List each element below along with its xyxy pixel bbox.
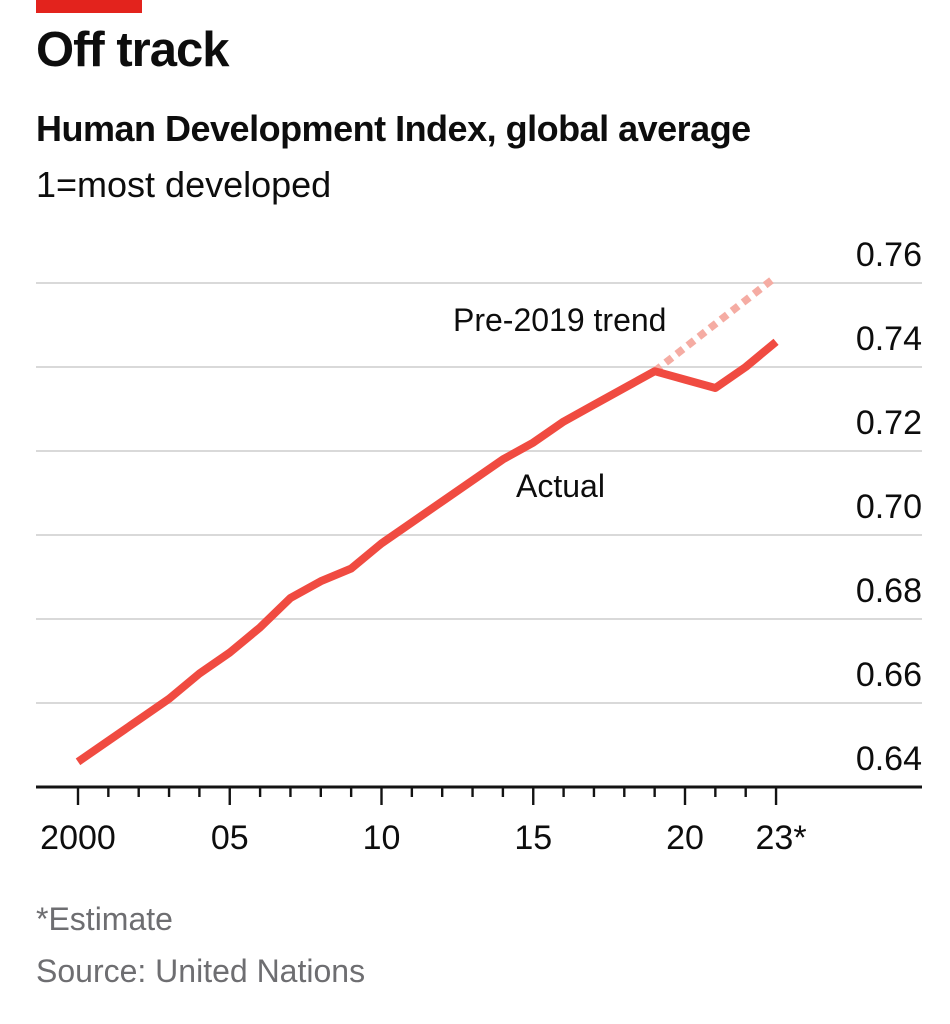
y-axis-label: 0.64	[856, 740, 922, 778]
footnote-estimate: *Estimate	[36, 901, 173, 937]
x-axis-label: 20	[666, 819, 704, 857]
series-annotations: Pre-2019 trend Actual	[453, 302, 666, 504]
x-axis-label: 05	[211, 819, 249, 857]
actual-series-line	[75, 338, 779, 766]
y-axis-label: 0.66	[856, 656, 922, 694]
chart-subtitle: Human Development Index, global average	[36, 108, 751, 149]
brand-red-bar	[36, 0, 142, 13]
y-axis-label: 0.70	[856, 488, 922, 526]
chart-title: Off track	[36, 23, 230, 77]
x-axis-ticks	[76, 788, 778, 805]
x-axis-labels: 2000 05 10 15 20 23*	[40, 819, 806, 857]
y-axis-label: 0.74	[856, 320, 922, 358]
y-axis-label: 0.72	[856, 404, 922, 442]
x-axis-label: 10	[363, 819, 401, 857]
x-axis-label: 15	[514, 819, 552, 857]
x-axis-label: 2000	[40, 819, 116, 857]
annotation-actual: Actual	[516, 468, 605, 504]
y-axis-label: 0.76	[856, 236, 922, 274]
pre-2019-trend-line	[652, 273, 779, 375]
chart-scale-note: 1=most developed	[36, 164, 332, 205]
y-axis-label: 0.68	[856, 572, 922, 610]
gridlines	[36, 282, 922, 704]
x-axis-label: 23*	[756, 819, 807, 857]
annotation-pre-2019-trend: Pre-2019 trend	[453, 302, 666, 338]
y-axis-labels: 0.64 0.66 0.68 0.70 0.72 0.74 0.76	[856, 236, 922, 778]
footnote-source: Source: United Nations	[36, 953, 366, 989]
